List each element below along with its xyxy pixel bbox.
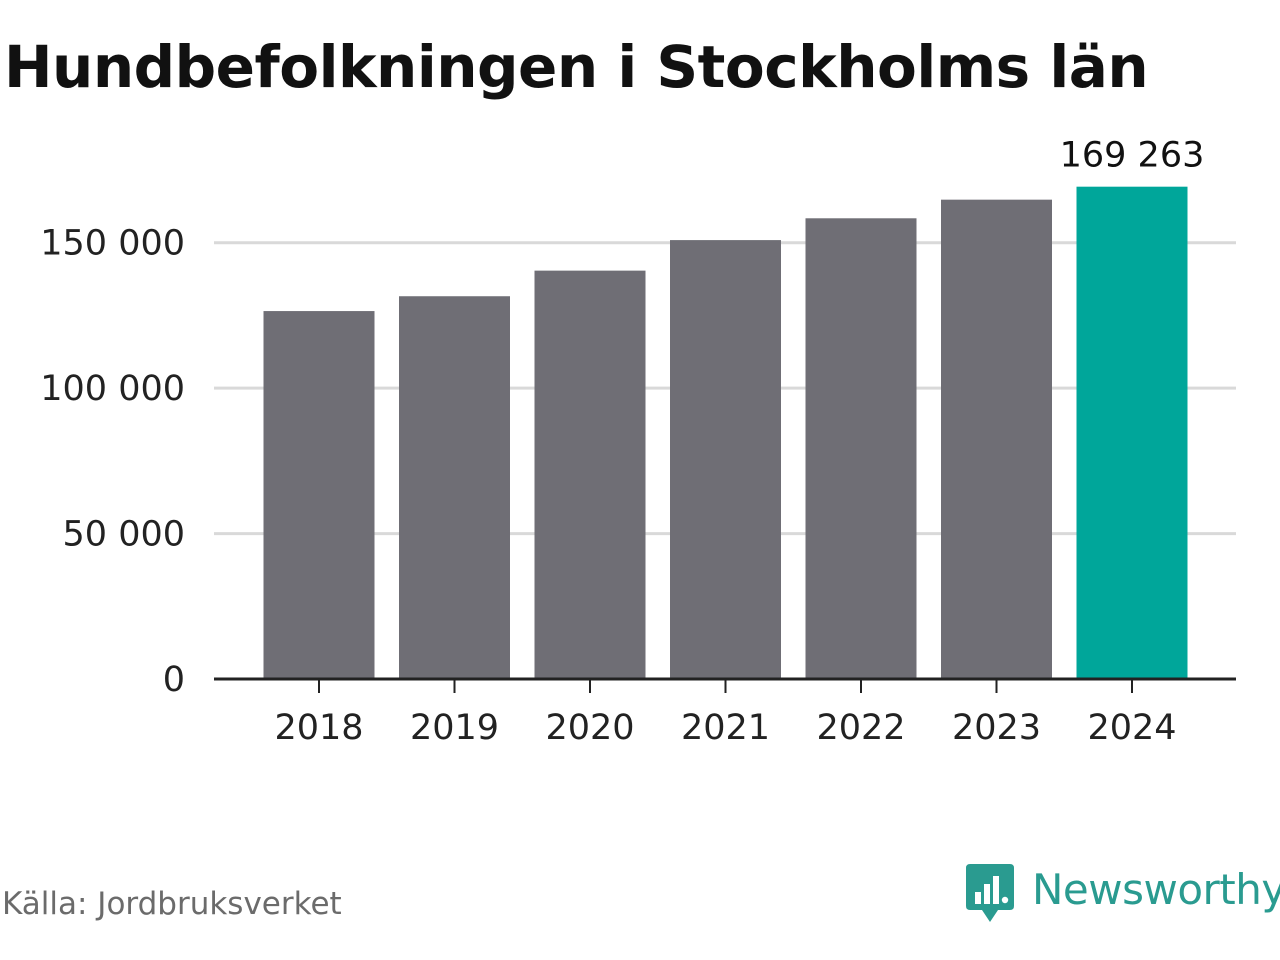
x-tick-label: 2021 <box>681 708 770 748</box>
bar-2022 <box>805 218 917 679</box>
y-tick-label: 0 <box>163 660 185 700</box>
bar-2023 <box>941 199 1052 680</box>
x-tick-label: 2023 <box>952 708 1041 748</box>
x-axis <box>214 677 1236 693</box>
x-tick-label: 2018 <box>274 708 363 748</box>
brand-logo: Newsworthy <box>964 862 1280 924</box>
data-label: 169 263 <box>1060 136 1205 176</box>
bar-2018 <box>263 311 375 679</box>
x-tick-label: 2019 <box>410 708 499 748</box>
y-tick-label: 100 000 <box>40 369 185 409</box>
x-tick-label: 2024 <box>1087 708 1176 748</box>
newsworthy-logo-icon <box>966 864 1014 922</box>
x-tick-label: 2022 <box>816 708 905 748</box>
source-note: Källa: Jordbruksverket <box>2 886 342 922</box>
y-tick-label: 50 000 <box>63 515 185 555</box>
labels: 0 50 000 100 000 150 000 2018 2019 2020 2021 202… <box>40 136 1204 748</box>
y-tick-label: 150 000 <box>40 224 185 264</box>
bar-2024 <box>1076 186 1188 680</box>
bar-2019 <box>399 296 510 679</box>
x-tick-label: 2020 <box>545 708 634 748</box>
brand-name: Newsworthy <box>1032 865 1280 914</box>
bar-2021 <box>670 240 781 680</box>
bar-2020 <box>534 270 646 679</box>
chart-title: Hundbefolkningen i Stockholms län <box>4 33 1149 101</box>
bars <box>263 186 1188 680</box>
